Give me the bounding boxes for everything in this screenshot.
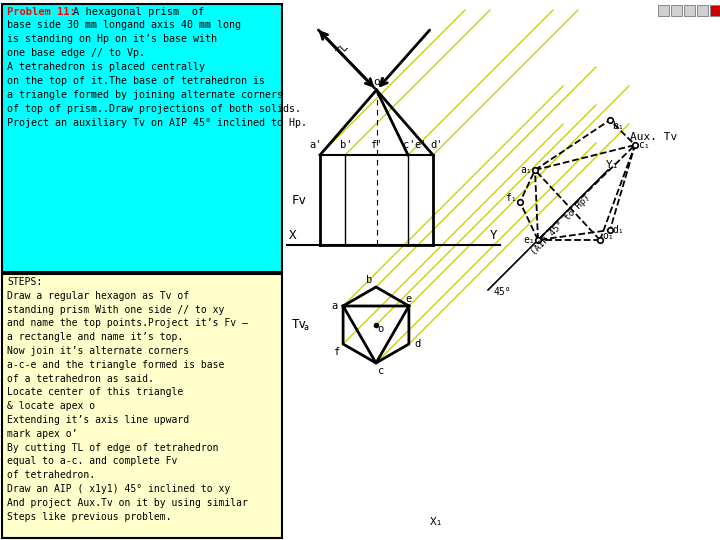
- Text: o₁: o₁: [602, 231, 614, 241]
- Text: c: c: [378, 366, 384, 376]
- Text: and name the top points.Project it’s Fv –: and name the top points.Project it’s Fv …: [7, 319, 248, 328]
- Text: of tetrahedron.: of tetrahedron.: [7, 470, 95, 480]
- Text: equal to a-c. and complete Fv: equal to a-c. and complete Fv: [7, 456, 177, 467]
- Text: one base edge // to Vp.: one base edge // to Vp.: [7, 48, 145, 58]
- Text: Locate center of this triangle: Locate center of this triangle: [7, 387, 184, 397]
- Text: o': o': [374, 77, 387, 87]
- Text: d₁: d₁: [612, 225, 624, 235]
- Text: c₁: c₁: [638, 140, 650, 150]
- Text: of top of prism..Draw projections of both solids.: of top of prism..Draw projections of bot…: [7, 104, 301, 114]
- Text: o: o: [377, 324, 383, 334]
- Bar: [658, 5, 669, 16]
- Text: Tv: Tv: [292, 319, 307, 332]
- Text: f: f: [333, 347, 339, 357]
- Bar: [671, 5, 682, 16]
- Text: mark apex o’: mark apex o’: [7, 429, 78, 439]
- Text: Fv: Fv: [292, 193, 307, 206]
- Text: STEPS:: STEPS:: [7, 277, 42, 287]
- Text: a: a: [331, 301, 337, 311]
- Text: on the top of it.The base of tetrahedron is: on the top of it.The base of tetrahedron…: [7, 76, 265, 86]
- Text: Extending it’s axis line upward: Extending it’s axis line upward: [7, 415, 189, 425]
- Text: Now join it’s alternate corners: Now join it’s alternate corners: [7, 346, 189, 356]
- Bar: [710, 5, 720, 16]
- Text: Steps like previous problem.: Steps like previous problem.: [7, 511, 171, 522]
- Text: & locate apex o: & locate apex o: [7, 401, 95, 411]
- Text: e': e': [414, 140, 427, 150]
- Text: X₁: X₁: [430, 517, 444, 527]
- Text: a': a': [310, 140, 323, 150]
- Text: Aux. Tv: Aux. Tv: [630, 132, 678, 142]
- Text: f₁: f₁: [505, 193, 517, 203]
- FancyBboxPatch shape: [2, 4, 282, 272]
- Text: b: b: [366, 275, 372, 285]
- Text: Problem 11:: Problem 11:: [7, 7, 76, 17]
- Text: Y: Y: [490, 229, 498, 242]
- Bar: [684, 5, 695, 16]
- Text: f': f': [370, 140, 383, 150]
- Text: e₁: e₁: [523, 235, 535, 245]
- Text: d: d: [415, 339, 421, 349]
- Text: e: e: [406, 294, 412, 304]
- Text: Draw a regular hexagon as Tv of: Draw a regular hexagon as Tv of: [7, 291, 189, 301]
- FancyBboxPatch shape: [2, 274, 282, 538]
- Text: (AIP 45° to Hp): (AIP 45° to Hp): [530, 193, 593, 257]
- Text: a₁: a₁: [520, 165, 532, 175]
- Text: A hexagonal prism  of: A hexagonal prism of: [73, 7, 204, 17]
- Text: And project Aux.Tv on it by using similar: And project Aux.Tv on it by using simila…: [7, 498, 248, 508]
- Text: c': c': [402, 140, 415, 150]
- Text: a rectangle and name it’s top.: a rectangle and name it’s top.: [7, 332, 184, 342]
- Text: 45°: 45°: [493, 287, 510, 297]
- Text: TL: TL: [335, 41, 351, 57]
- Text: A tetrahedron is placed centrally: A tetrahedron is placed centrally: [7, 62, 205, 72]
- Text: of a tetrahedron as said.: of a tetrahedron as said.: [7, 374, 154, 383]
- Text: By cutting TL of edge of tetrahedron: By cutting TL of edge of tetrahedron: [7, 443, 218, 453]
- Text: Y₁: Y₁: [606, 160, 619, 170]
- Text: Draw an AIP ( x1y1) 45° inclined to xy: Draw an AIP ( x1y1) 45° inclined to xy: [7, 484, 230, 494]
- Text: is standing on Hp on it’s base with: is standing on Hp on it’s base with: [7, 34, 217, 44]
- Text: a-c-e and the triangle formed is base: a-c-e and the triangle formed is base: [7, 360, 225, 370]
- Text: X: X: [289, 229, 297, 242]
- Text: Project an auxiliary Tv on AIP 45° inclined to Hp.: Project an auxiliary Tv on AIP 45° incli…: [7, 118, 307, 128]
- Text: base side 30 mm longand axis 40 mm long: base side 30 mm longand axis 40 mm long: [7, 20, 241, 30]
- Text: a: a: [304, 323, 309, 333]
- Text: standing prism With one side // to xy: standing prism With one side // to xy: [7, 305, 225, 315]
- Text: d': d': [431, 140, 444, 150]
- Bar: [697, 5, 708, 16]
- Text: a triangle formed by joining alternate corners: a triangle formed by joining alternate c…: [7, 90, 283, 100]
- Text: b₁: b₁: [612, 121, 624, 131]
- Text: b': b': [340, 140, 352, 150]
